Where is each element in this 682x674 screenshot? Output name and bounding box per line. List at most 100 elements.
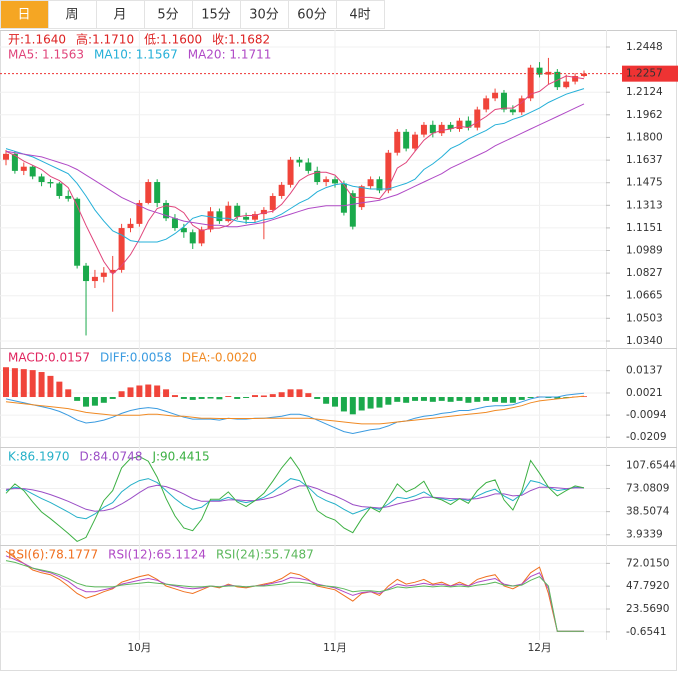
candle-body	[509, 109, 516, 113]
candle-body	[251, 214, 258, 220]
candle-body	[260, 209, 267, 215]
candle-body	[367, 179, 374, 187]
macd-bar	[403, 397, 410, 403]
tab-label: 30分	[249, 8, 279, 23]
candle-body	[447, 124, 454, 130]
indicator-line	[5, 392, 585, 435]
macd-bar	[332, 397, 339, 407]
macd-bar	[180, 397, 187, 399]
indicator-line	[5, 75, 585, 275]
macd-bar	[20, 369, 27, 398]
candle-body	[216, 211, 223, 222]
tab-bg	[336, 0, 385, 29]
indicator-line	[5, 455, 585, 542]
legend-entry: MACD:0.0157	[8, 351, 90, 365]
y-tick-label: 1.0503	[626, 312, 663, 324]
legend-entry: 开:1.1640	[8, 33, 66, 47]
tab[interactable]: 5分	[144, 0, 193, 29]
candle-body	[65, 195, 72, 199]
macd-bar	[305, 393, 312, 398]
candle-body	[483, 98, 490, 110]
macd-bar	[269, 394, 276, 398]
macd-bar	[394, 397, 401, 402]
y-tick-label: 1.0340	[626, 335, 663, 347]
tab-label: 月	[113, 8, 126, 23]
candle-body	[314, 170, 321, 183]
macd-bar	[136, 385, 143, 398]
candle-body	[269, 195, 276, 210]
macd-bar	[260, 395, 267, 398]
indicator-line	[5, 560, 584, 632]
legend-entry: RSI(6):78.1777	[8, 548, 98, 562]
macd-bar	[74, 397, 81, 401]
y-tick-label: 1.1151	[626, 222, 663, 234]
macd-bar	[483, 397, 490, 401]
candle-body	[385, 152, 392, 191]
candle-body	[563, 81, 570, 88]
tab-label: 4时	[349, 8, 370, 23]
y-tick-label: 1.1637	[626, 154, 663, 166]
macd-bar	[323, 397, 330, 404]
tab[interactable]: 4时	[336, 0, 385, 29]
y-tick-label: 1.2448	[626, 41, 663, 53]
y-tick-label: 73.0809	[626, 483, 669, 495]
tab[interactable]: 15分	[192, 0, 241, 29]
macd-bar	[29, 370, 36, 398]
candle-body	[180, 228, 187, 233]
tab[interactable]: 60分	[288, 0, 337, 29]
tab-label: 周	[65, 8, 78, 23]
macd-bar	[358, 397, 365, 411]
y-tick-label: 107.6544	[626, 459, 676, 471]
candle-body	[465, 120, 472, 128]
candle-body	[278, 184, 285, 196]
indicator-line	[5, 555, 584, 632]
indicator-line	[5, 550, 584, 632]
macd-bar	[287, 389, 294, 398]
macd-bar	[447, 397, 454, 402]
macd-bar	[11, 368, 18, 398]
macd-bar	[438, 397, 445, 401]
macd-bar	[296, 389, 303, 398]
macd-bar	[563, 397, 570, 398]
macd-bar	[225, 396, 232, 398]
tab[interactable]: 月	[96, 0, 145, 29]
candle-body	[332, 179, 339, 184]
candle-body	[74, 198, 81, 266]
tab[interactable]: 日	[0, 0, 49, 29]
tab[interactable]: 周	[48, 0, 97, 29]
candle-body	[376, 179, 383, 191]
candle-body	[154, 182, 161, 203]
macd-bar	[56, 381, 63, 398]
tab-label: 日	[17, 8, 30, 23]
candle-body	[20, 166, 27, 171]
legend-entry: MA20: 1.1711	[188, 48, 272, 62]
y-tick-label: -0.6541	[626, 626, 667, 638]
macd-bar	[527, 397, 534, 398]
macd-bar	[216, 397, 223, 400]
tab-bg	[288, 0, 337, 29]
y-tick-label: 3.9339	[626, 529, 663, 541]
y-tick-label: 1.0827	[626, 267, 663, 279]
legend-entry: K:86.1970	[8, 450, 70, 464]
macd-bar	[100, 397, 107, 403]
candle-body	[100, 272, 107, 277]
y-tick-label: 1.1475	[626, 177, 663, 189]
tab-bg	[96, 0, 145, 29]
candle-body	[163, 202, 170, 219]
macd-bar	[314, 397, 321, 399]
legend-entry: 高:1.1710	[76, 32, 134, 47]
candle-body	[296, 159, 303, 163]
candle-body	[207, 211, 214, 230]
macd-bar	[198, 397, 205, 399]
macd-bar	[429, 397, 436, 402]
y-tick-label: 47.7920	[626, 580, 669, 592]
candle-body	[554, 71, 561, 88]
legend-entry: DEA:-0.0020	[182, 351, 257, 365]
macd-bar	[234, 397, 241, 399]
y-tick-label: 1.0989	[626, 245, 663, 257]
y-tick-label: 38.5074	[626, 506, 670, 518]
tab[interactable]: 30分	[240, 0, 289, 29]
indicator-line	[5, 103, 585, 228]
x-tick-label: 10月	[127, 642, 151, 654]
